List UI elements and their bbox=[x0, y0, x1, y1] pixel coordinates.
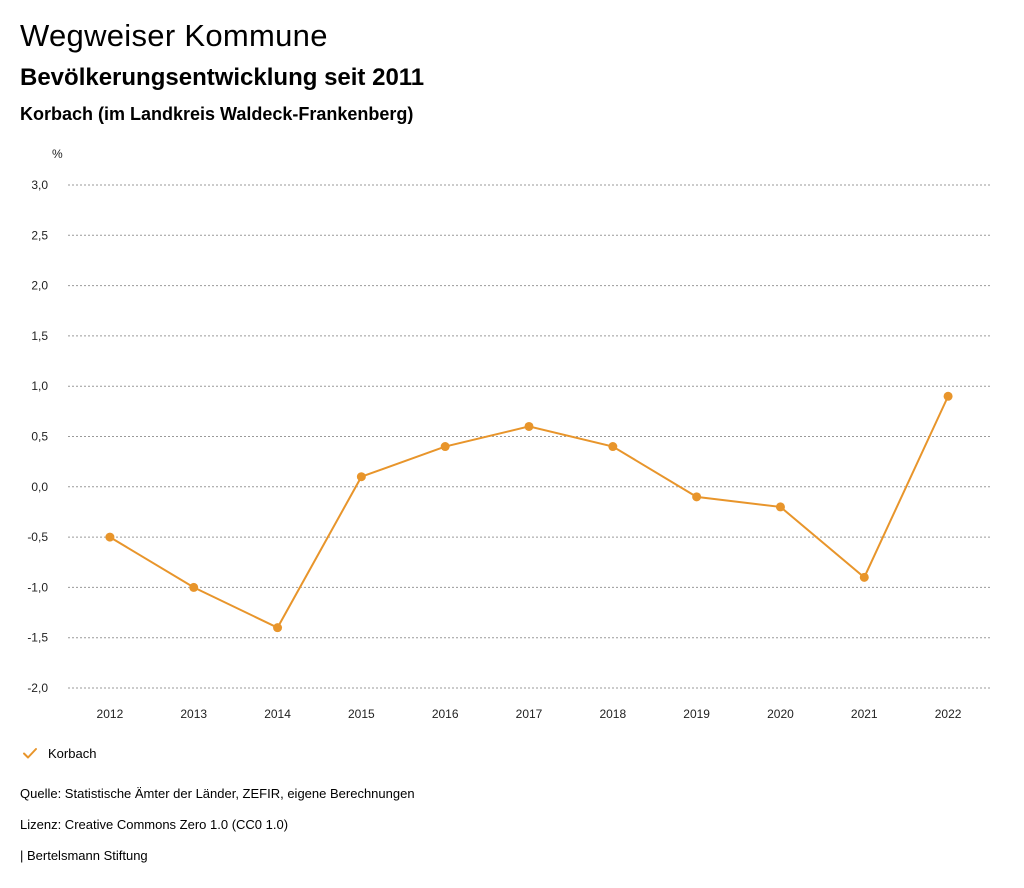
x-tick-label: 2017 bbox=[516, 707, 543, 720]
x-tick-label: 2022 bbox=[935, 707, 962, 720]
y-tick-label: 1,0 bbox=[31, 379, 48, 393]
license-note: Lizenz: Creative Commons Zero 1.0 (CC0 1… bbox=[20, 817, 289, 832]
y-axis-unit-label: % bbox=[52, 147, 63, 161]
data-point bbox=[273, 623, 283, 633]
y-tick-label: 0,0 bbox=[31, 480, 48, 494]
y-tick-label: 2,5 bbox=[31, 228, 48, 242]
x-tick-label: 2016 bbox=[432, 707, 459, 720]
x-tick-label: 2012 bbox=[97, 707, 124, 720]
brand-note: | Bertelsmann Stiftung bbox=[20, 848, 148, 863]
data-point bbox=[859, 572, 869, 582]
y-tick-label: 0,5 bbox=[31, 430, 48, 444]
chart-subtitle: Bevölkerungsentwicklung seit 2011 bbox=[20, 64, 425, 91]
y-tick-label: 3,0 bbox=[31, 178, 48, 192]
y-tick-label: -1,5 bbox=[27, 631, 48, 645]
line-chart: % -2,0 -1,5 -1,0 -0,5 0,0 0,5 1,0 1,5 2,0 2,5 3,0 20… bbox=[27, 147, 990, 720]
data-point bbox=[356, 472, 366, 482]
x-tick-label: 2020 bbox=[767, 707, 794, 720]
data-point bbox=[524, 421, 534, 431]
series-line-korbach bbox=[109, 395, 949, 629]
region-label: Korbach (im Landkreis Waldeck-Frankenber… bbox=[20, 104, 414, 124]
legend-item-korbach[interactable]: Korbach bbox=[22, 745, 96, 761]
x-tick-label: 2014 bbox=[264, 707, 291, 720]
x-tick-label: 2018 bbox=[599, 707, 626, 720]
y-tick-label: -0,5 bbox=[27, 530, 48, 544]
data-point bbox=[692, 492, 702, 502]
y-tick-label: -1,0 bbox=[27, 580, 48, 594]
legend-label: Korbach bbox=[48, 745, 97, 761]
data-point bbox=[440, 442, 450, 452]
data-point bbox=[105, 532, 115, 542]
x-tick-label: 2021 bbox=[851, 707, 878, 720]
data-point bbox=[608, 442, 618, 452]
source-note: Quelle: Statistische Ämter der Länder, Z… bbox=[20, 786, 415, 801]
x-tick-label: 2015 bbox=[348, 707, 375, 720]
check-icon bbox=[23, 748, 37, 759]
y-tick-label: 2,0 bbox=[31, 279, 48, 293]
page-title: Wegweiser Kommune bbox=[20, 18, 328, 53]
y-tick-label: 1,5 bbox=[31, 329, 48, 343]
data-point bbox=[775, 502, 785, 512]
y-tick-label: -2,0 bbox=[27, 681, 48, 695]
x-tick-label: 2019 bbox=[683, 707, 710, 720]
data-point bbox=[943, 391, 953, 401]
x-tick-label: 2013 bbox=[180, 707, 207, 720]
data-point bbox=[189, 582, 199, 592]
